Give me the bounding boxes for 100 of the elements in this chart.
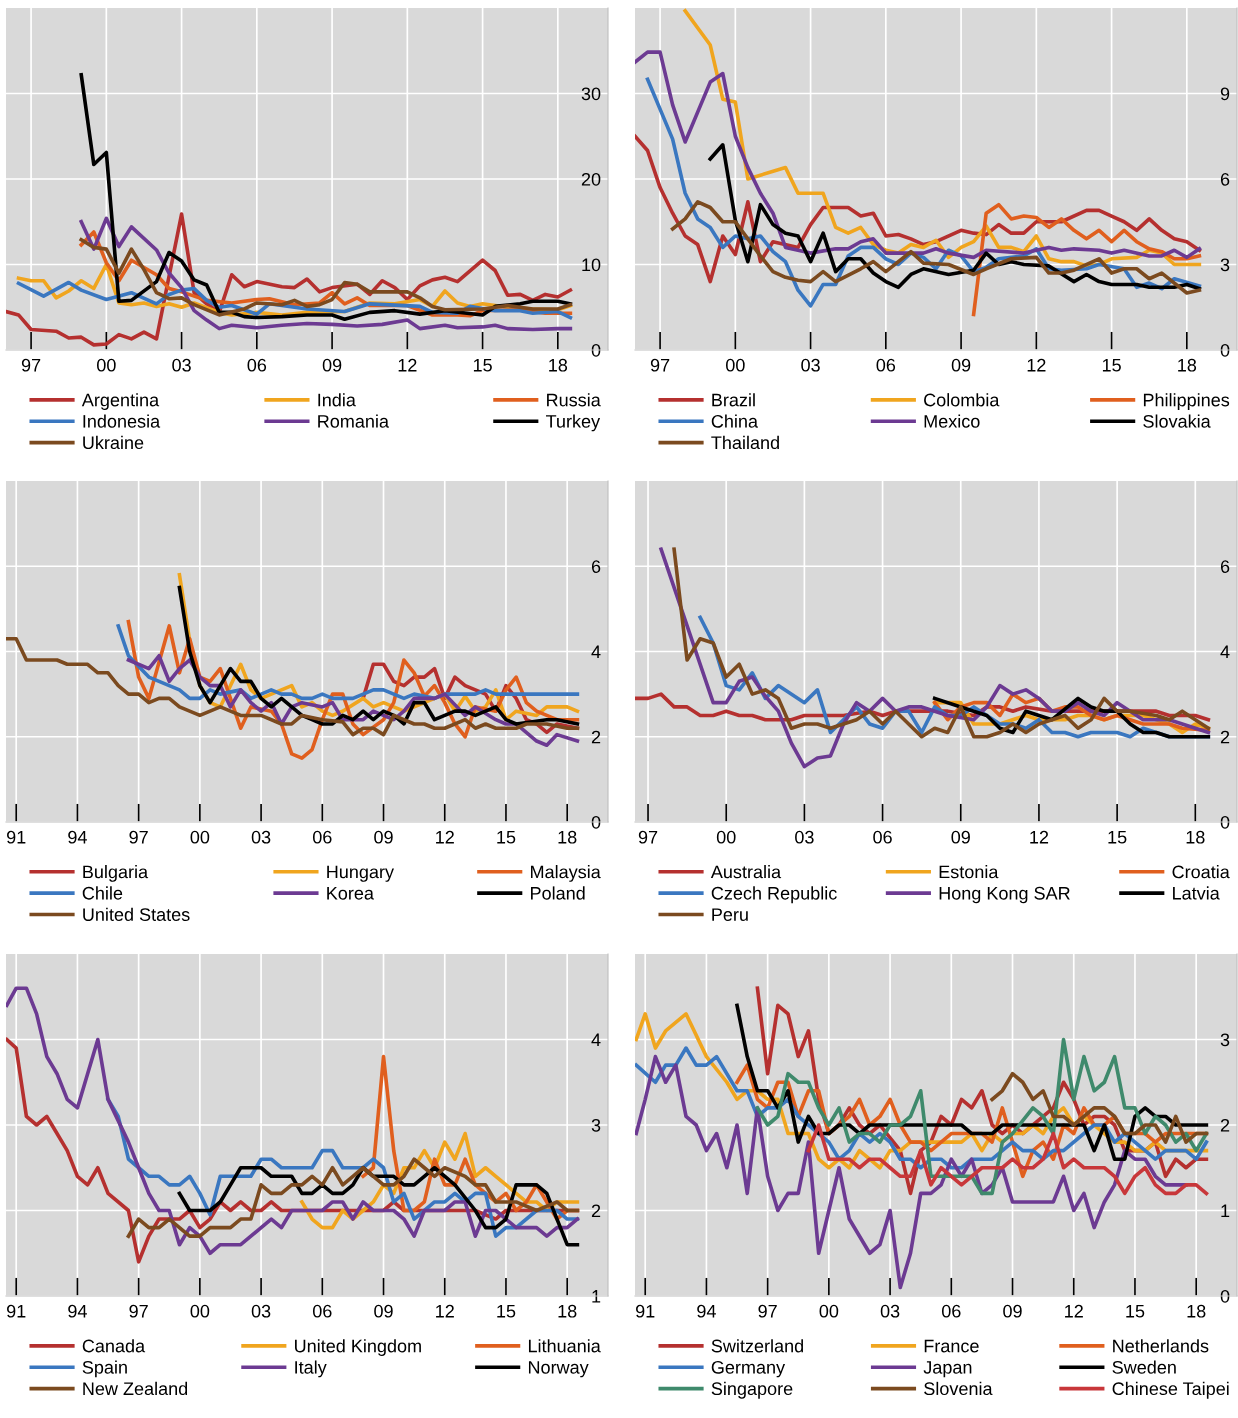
x-tick-label: 00 (716, 830, 736, 844)
x-tick-label: 97 (758, 1304, 777, 1318)
legend-label: Chile (82, 886, 123, 900)
x-tick-label: 18 (549, 358, 568, 372)
x-tick-label: 03 (251, 830, 271, 844)
y-tick-label: 2 (1220, 730, 1230, 744)
legend-label: Lithuania (528, 1339, 601, 1353)
y-tick-label: 10 (582, 258, 601, 272)
legend-label: Poland (531, 886, 585, 900)
y-tick-label: 6 (1220, 172, 1230, 186)
line-series (6, 636, 580, 737)
x-tick-label: 12 (1065, 1304, 1083, 1318)
legend-label: New Zealand (83, 1381, 188, 1396)
x-tick-label: 94 (697, 1304, 716, 1318)
legend-label: Czech Republic (711, 886, 837, 904)
legend-label: Thailand (711, 435, 779, 450)
x-tick-label: 00 (97, 358, 116, 372)
legend-label: Indonesia (83, 414, 161, 428)
x-tick-label: 03 (172, 358, 191, 372)
line-series (126, 1157, 580, 1238)
x-tick-label: 91 (7, 830, 26, 844)
legend-label: Germany (711, 1360, 786, 1378)
x-tick-label: 97 (650, 358, 670, 372)
y-tick-label: 6 (591, 560, 601, 573)
line-series (806, 1123, 1209, 1196)
line-series (708, 142, 1202, 291)
legend-label: France (924, 1339, 979, 1353)
x-tick-label: 09 (322, 358, 342, 372)
legend-label: Croatia (1172, 865, 1230, 879)
x-tick-label: 15 (1108, 831, 1127, 844)
x-tick-label: 12 (436, 1304, 454, 1318)
legend-label: Philippines (1143, 393, 1230, 410)
legend-label: Slovakia (1143, 414, 1211, 428)
x-tick-label: 09 (374, 1304, 393, 1318)
y-tick-label: 4 (591, 645, 601, 659)
x-tick-label: 18 (1187, 1304, 1206, 1318)
x-tick-label: 15 (1126, 1305, 1145, 1318)
legend-label: Sweden (1112, 1360, 1176, 1374)
legend-label: Norway (528, 1361, 589, 1378)
legend-label: Australia (710, 865, 782, 879)
x-tick-label: 06 (312, 830, 332, 844)
y-tick-label: 1 (1221, 1204, 1230, 1218)
y-tick-label: 3 (591, 1118, 601, 1132)
legend-label: Romania (318, 414, 389, 428)
x-tick-label: 00 (190, 1304, 210, 1318)
line-series (990, 1071, 1209, 1144)
legend-label: Estonia (939, 865, 999, 879)
legend-label: Hungary (327, 865, 394, 882)
line-series (6, 986, 580, 1256)
x-tick-label: 12 (436, 830, 454, 844)
legend-label: Switzerland (711, 1339, 803, 1353)
legend-label: Colombia (924, 393, 1000, 407)
legend-label: Turkey (546, 414, 601, 432)
legend-label: Slovenia (924, 1381, 993, 1396)
x-tick-label: 18 (1178, 358, 1197, 372)
y-tick-label: 0 (591, 815, 601, 829)
x-tick-label: 00 (726, 358, 745, 372)
legend-label: Japan (923, 1361, 972, 1378)
legend-label: Russia (547, 393, 601, 407)
legend-label: United States (83, 907, 190, 921)
x-tick-label: 15 (1102, 359, 1121, 372)
legend-label: Netherlands (1113, 1339, 1209, 1353)
x-tick-label: 91 (7, 1304, 26, 1318)
y-tick-label: 2 (591, 730, 601, 744)
x-tick-label: 03 (795, 830, 814, 844)
x-tick-label: 97 (21, 358, 41, 372)
x-tick-label: 09 (1003, 1304, 1022, 1318)
y-tick-label: 3 (1220, 1033, 1230, 1047)
legend-label: Spain (82, 1360, 127, 1378)
legend-label: Hong Kong SAR (939, 886, 1070, 904)
legend-label: Ukraine (83, 435, 144, 450)
legend-label: Korea (327, 887, 374, 900)
x-tick-label: 06 (312, 1304, 332, 1318)
legend-label: India (318, 393, 356, 407)
x-tick-label: 15 (497, 1305, 516, 1318)
x-tick-label: 15 (473, 359, 492, 372)
y-tick-label: 1 (592, 1290, 601, 1303)
x-tick-label: 06 (941, 1304, 961, 1318)
x-tick-label: 18 (558, 830, 577, 844)
x-tick-label: 94 (68, 1304, 87, 1318)
y-tick-label: 6 (1220, 560, 1230, 573)
legend-label: Chinese Taipei (1112, 1381, 1229, 1399)
line-series (755, 1037, 1209, 1196)
y-tick-label: 0 (591, 343, 601, 357)
line-series (672, 547, 1211, 739)
line-series (79, 216, 573, 332)
x-tick-label: 97 (129, 1304, 148, 1318)
legend-label: Mexico (924, 414, 980, 428)
x-tick-label: 18 (558, 1304, 577, 1318)
legend-label: Italy (295, 1360, 327, 1378)
x-tick-label: 12 (1030, 830, 1049, 844)
line-series (79, 72, 573, 322)
legend-label: China (711, 414, 759, 428)
x-tick-label: 06 (247, 358, 267, 372)
line-series (177, 1165, 580, 1247)
legend-label: Peru (712, 908, 748, 921)
line-series (635, 50, 1202, 260)
x-tick-label: 91 (636, 1304, 655, 1318)
x-tick-label: 00 (190, 830, 210, 844)
x-tick-label: 03 (251, 1304, 271, 1318)
